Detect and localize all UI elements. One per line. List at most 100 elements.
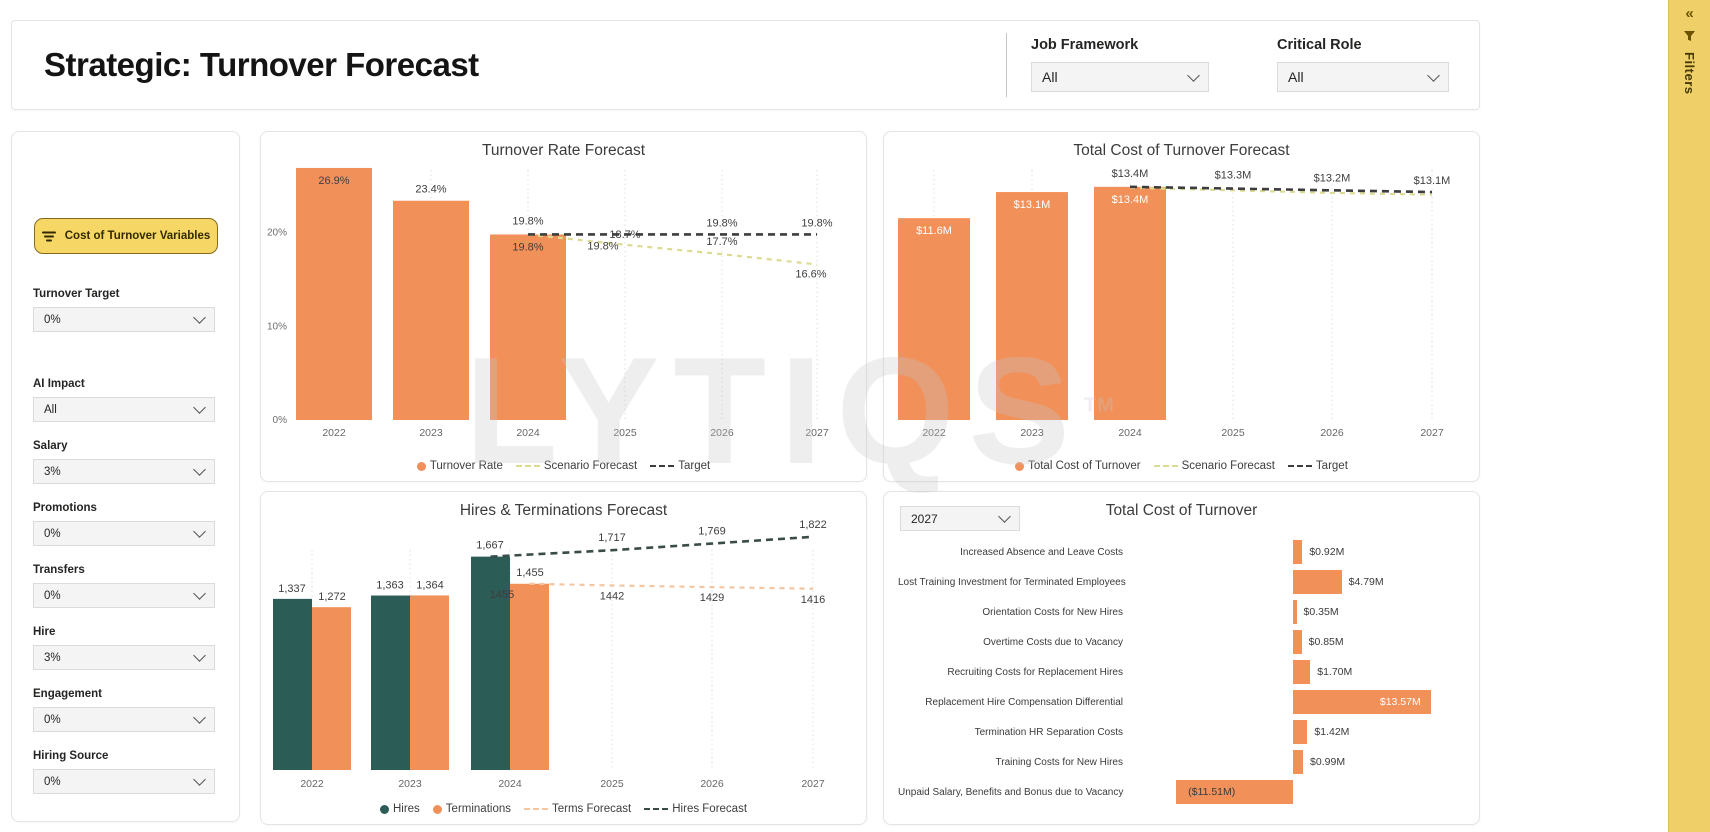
svg-text:19.8%: 19.8% [706,217,737,229]
svg-text:2024: 2024 [516,427,540,439]
turnover-rate-plot: 0%10%20%26.9%23.4%19.8%19.8%18.7%19.8%19… [267,167,833,439]
engagement-dropdown[interactable]: 0% [33,707,215,732]
svg-text:2022: 2022 [922,427,946,439]
svg-text:18.7%: 18.7% [609,229,640,241]
svg-text:1455: 1455 [490,589,514,601]
legend-item: Target [650,460,710,472]
svg-text:19.8%: 19.8% [587,240,618,252]
legend-swatch [644,808,669,810]
svg-text:2026: 2026 [700,778,724,790]
legend-label: Terminations [445,803,511,815]
header-card: Strategic: Turnover Forecast Job Framewo… [11,20,1480,110]
cost-bar-track: $0.92M [1123,537,1469,567]
cost-category-label: Increased Absence and Leave Costs [960,546,1123,558]
svg-text:2026: 2026 [1320,427,1344,439]
legend-swatch [379,804,389,814]
svg-text:2023: 2023 [398,778,422,790]
svg-text:1,364: 1,364 [416,579,444,591]
legend-label: Terms Forecast [552,803,632,815]
legend-swatch [432,804,442,814]
header-divider [1006,33,1007,97]
legend-swatch [650,465,675,467]
svg-text:2025: 2025 [1221,427,1245,439]
salary-dropdown[interactable]: 3% [33,459,215,484]
svg-text:2025: 2025 [600,778,624,790]
chart-title: Total Cost of Turnover Forecast [1073,142,1290,159]
transfers-dropdown[interactable]: 0% [33,583,215,608]
svg-text:1416: 1416 [801,594,825,606]
chevron-down-icon [193,711,206,724]
chart-legend: Total Cost of Turnover Scenario Forecast T… [884,460,1479,472]
cost-breakdown-row: Replacement Hire Compensation Differenti… [898,687,1469,717]
svg-text:19.8%: 19.8% [512,241,543,253]
svg-text:2022: 2022 [322,427,346,439]
collapse-pane-icon[interactable]: « [1685,5,1694,22]
cost-bar[interactable] [1293,750,1304,774]
cost-category-label: Unpaid Salary, Benefits and Bonus due to… [898,786,1124,798]
chevron-down-icon [998,510,1011,523]
svg-text:1442: 1442 [600,590,624,602]
year-selector-dropdown[interactable]: 2027 [900,506,1020,531]
cost-category-label: Recruiting Costs for Replacement Hires [947,666,1123,678]
legend-label: Scenario Forecast [1181,460,1275,472]
legend-swatch [1287,465,1312,467]
slicer-ai-impact: AI Impact All [33,378,239,422]
cost-bar[interactable] [1293,690,1431,714]
svg-text:1,455: 1,455 [516,567,544,579]
filters-pane[interactable]: « Filters [1668,0,1710,832]
legend-item: Scenario Forecast [515,460,637,472]
svg-text:1,822: 1,822 [799,519,827,531]
turnover-target-dropdown[interactable]: 0% [33,307,215,332]
cost-breakdown-row: Orientation Costs for New Hires $0.35M [898,597,1469,627]
chevron-down-icon [1187,68,1200,82]
svg-text:10%: 10% [267,321,287,332]
cost-bar[interactable] [1293,720,1308,744]
svg-text:$13.2M: $13.2M [1314,172,1351,184]
total-cost-forecast-chart: $11.6M $13.1M $13.4M $13.4M $13.3M $13.2M $13.… [883,131,1480,482]
cost-bar-track: $0.85M [1123,627,1469,657]
cost-bar[interactable] [1293,630,1302,654]
svg-text:2023: 2023 [419,427,443,439]
chevron-down-icon [193,463,206,476]
slicer-sidebar: Cost of Turnover Variables Turnover Targ… [11,131,240,822]
cost-breakdown-rows: Increased Absence and Leave Costs $0.92M L… [898,537,1469,807]
cost-breakdown-row: Lost Training Investment for Terminated … [898,567,1469,597]
cost-bar[interactable] [1293,600,1297,624]
hiring-source-dropdown[interactable]: 0% [33,769,215,794]
promotions-dropdown[interactable]: 0% [33,521,215,546]
svg-text:16.6%: 16.6% [795,268,826,280]
slicer-salary: Salary 3% [33,440,239,484]
cost-of-turnover-variables-button[interactable]: Cost of Turnover Variables [33,218,218,254]
filters-pane-label: Filters [1682,52,1697,95]
cost-bar-track: $0.99M [1123,747,1469,777]
cost-bar[interactable] [1176,780,1293,804]
hire-dropdown[interactable]: 3% [33,645,215,670]
svg-text:2027: 2027 [801,778,825,790]
cost-value-label: $1.42M [1314,726,1350,738]
page-title: Strategic: Turnover Forecast [44,46,479,83]
ai-impact-dropdown[interactable]: All [33,397,215,422]
legend-item: Terminations [432,803,511,815]
cost-breakdown-row: Overtime Costs due to Vacancy $0.85M [898,627,1469,657]
total-cost-plot: $11.6M $13.1M $13.4M $13.4M $13.3M $13.2M $13.… [898,168,1450,439]
cost-breakdown-row: Training Costs for New Hires $0.99M [898,747,1469,777]
chevron-down-icon [193,587,206,600]
chart-title: Hires & Terminations Forecast [459,502,668,519]
job-framework-dropdown[interactable]: All [1031,62,1209,92]
critical-role-dropdown[interactable]: All [1277,62,1449,92]
job-framework-label: Job Framework [1031,37,1139,53]
svg-text:2025: 2025 [613,427,637,439]
cost-bar[interactable] [1293,540,1303,564]
cost-category-label: Termination HR Separation Costs [974,726,1123,738]
legend-label: Hires Forecast [672,803,748,815]
svg-text:1429: 1429 [700,592,724,604]
year-selector-value: 2027 [911,511,938,526]
critical-role-label: Critical Role [1277,37,1362,53]
cost-bar[interactable] [1293,660,1311,684]
cost-bar[interactable] [1293,570,1342,594]
chevron-down-icon [193,649,206,662]
cost-value-label: $0.35M [1303,606,1339,618]
legend-item: Hires [379,803,420,815]
job-framework-filter: Job Framework All [1031,37,1209,92]
